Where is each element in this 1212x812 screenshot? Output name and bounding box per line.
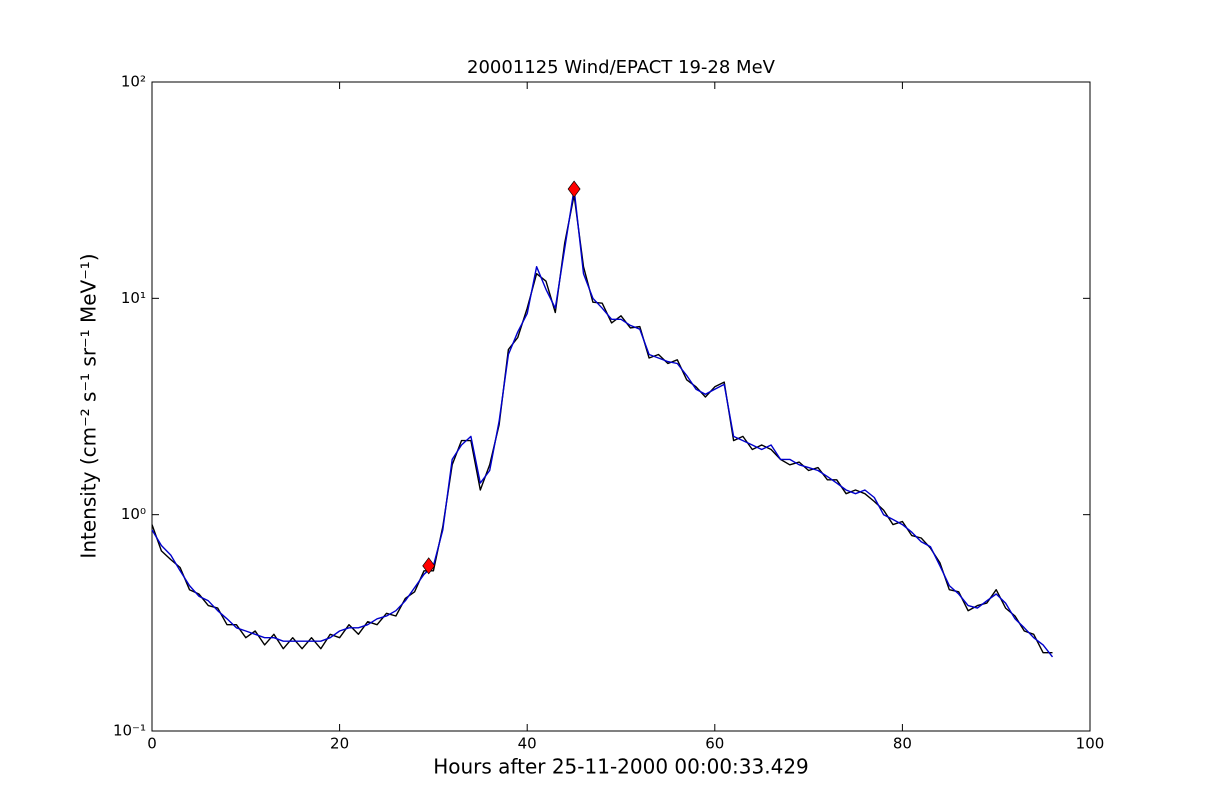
peak-marker	[567, 180, 581, 198]
x-tick-label: 20	[330, 735, 349, 753]
y-tick-label: 10⁰	[121, 505, 146, 523]
y-tick-label: 10²	[121, 73, 146, 91]
x-axis-label: Hours after 25-11-2000 00:00:33.429	[433, 755, 809, 779]
x-tick-label: 0	[147, 735, 157, 753]
x-tick-label: 60	[705, 735, 724, 753]
data-line	[151, 188, 1054, 658]
x-tick-label: 80	[893, 735, 912, 753]
data-line	[151, 194, 1053, 654]
plot-frame	[151, 81, 1091, 732]
x-tick-label: 100	[1076, 735, 1105, 753]
x-tick-label: 40	[518, 735, 537, 753]
chart-title: 20001125 Wind/EPACT 19-28 MeV	[467, 57, 776, 78]
y-tick-label: 10¹	[121, 289, 146, 307]
y-tick-label: 10⁻¹	[113, 722, 146, 740]
peak-marker	[422, 557, 436, 575]
y-axis-label: Intensity (cm⁻² s⁻¹ sr⁻¹ MeV⁻¹)	[77, 253, 101, 558]
